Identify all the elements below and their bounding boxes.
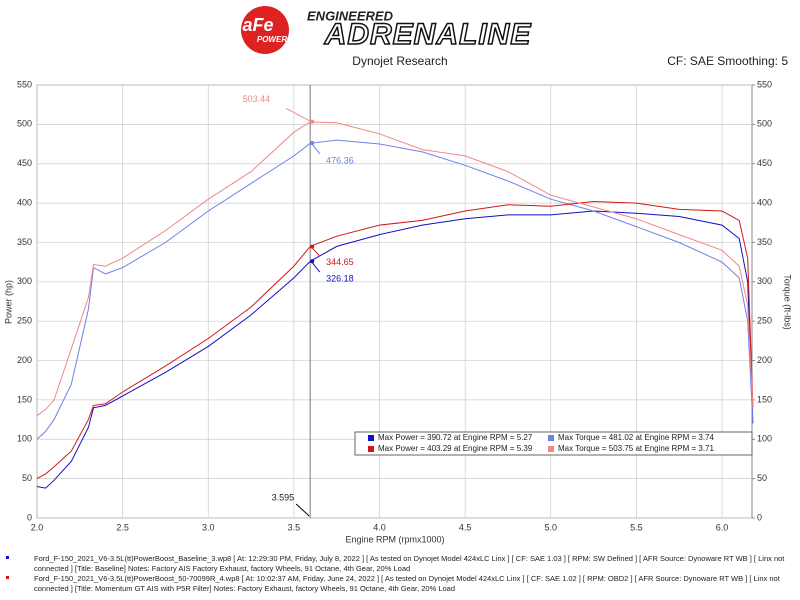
annotation-label: 476.36 (326, 155, 354, 165)
y2-tick-label: 200 (757, 355, 772, 365)
y2-tick-label: 550 (757, 79, 772, 89)
brand-main: ADRENALINE (324, 18, 532, 51)
x-tick-label: 4.5 (459, 522, 472, 532)
x-tick-label: 3.5 (288, 522, 301, 532)
y-tick-label: 450 (17, 158, 32, 168)
y-tick-label: 250 (17, 316, 32, 326)
y2-tick-label: 350 (757, 237, 772, 247)
y2-tick-label: 500 (757, 119, 772, 129)
run-note: Ford_F-150_2021_V6-3.5L(tt)PowerBoost_Ba… (4, 554, 794, 574)
y-tick-label: 400 (17, 197, 32, 207)
y-tick-label: 500 (17, 119, 32, 129)
chart: aFe POWER ENGINEERED ADRENALINE Dynojet … (3, 6, 793, 544)
y-tick-label: 550 (17, 79, 32, 89)
run-text: Ford_F-150_2021_V6-3.5L(tt)PowerBoost_Ba… (34, 554, 785, 573)
legend-swatch (548, 435, 554, 441)
y2-axis-label: Torque (ft-lbs) (783, 274, 793, 330)
legend-label: Max Torque = 503.75 at Engine RPM = 3.71 (558, 444, 715, 453)
run-notes: Ford_F-150_2021_V6-3.5L(tt)PowerBoost_Ba… (4, 554, 794, 594)
logo-text: aFe (242, 15, 273, 35)
y-tick-label: 50 (22, 473, 32, 483)
y2-tick-label: 150 (757, 394, 772, 404)
annotation-label: 344.65 (326, 257, 354, 267)
annotation-label: 326.18 (326, 274, 354, 284)
series-line (36, 121, 754, 417)
y-tick-label: 100 (17, 434, 32, 444)
y-axis-label: Power (hp) (3, 280, 13, 324)
y2-tick-label: 50 (757, 473, 767, 483)
logo: aFe POWER ENGINEERED ADRENALINE (241, 6, 531, 54)
run-note: Ford_F-150_2021_V6-3.5L(tt)PowerBoost_50… (4, 574, 794, 594)
x-axis-label: Engine RPM (rpmx1000) (345, 534, 444, 544)
annotation-arrow (285, 108, 312, 123)
x-tick-label: 2.0 (31, 522, 44, 532)
series-line (36, 200, 754, 480)
series-line (36, 139, 754, 440)
y2-tick-label: 0 (757, 512, 762, 522)
run-text: Ford_F-150_2021_V6-3.5L(tt)PowerBoost_50… (34, 574, 780, 593)
y-tick-label: 300 (17, 276, 32, 286)
y2-tick-label: 300 (757, 276, 772, 286)
legend-swatch (548, 446, 554, 452)
y-tick-label: 0 (27, 512, 32, 522)
logo-sub: POWER (257, 35, 287, 44)
legend-label: Max Power = 403.29 at Engine RPM = 5.39 (378, 444, 533, 453)
legend: Max Power = 390.72 at Engine RPM = 5.27 M… (354, 431, 753, 456)
chart-subtitle: CF: SAE Smoothing: 5 (667, 54, 788, 68)
annotation-head (310, 259, 315, 264)
run-marker (6, 556, 9, 559)
series-line (36, 210, 754, 489)
legend-label: Max Torque = 481.02 at Engine RPM = 3.74 (558, 433, 715, 442)
annotation-head (310, 244, 315, 249)
legend-swatch (368, 435, 374, 441)
legend-label: Max Power = 390.72 at Engine RPM = 5.27 (378, 433, 533, 442)
y2-tick-label: 450 (757, 158, 772, 168)
y2-tick-label: 100 (757, 434, 772, 444)
annotation-head (310, 140, 315, 145)
brand-top: ENGINEERED (307, 8, 394, 23)
legend-swatch (368, 446, 374, 452)
run-marker (6, 576, 9, 579)
x-tick-label: 2.5 (116, 522, 129, 532)
cursor-label: 3.595 (272, 492, 295, 502)
y-tick-label: 150 (17, 394, 32, 404)
chart-title: Dynojet Research (352, 54, 447, 68)
y2-tick-label: 250 (757, 316, 772, 326)
x-tick-label: 5.0 (545, 522, 558, 532)
x-tick-label: 4.0 (373, 522, 386, 532)
annotation-head (310, 119, 315, 124)
y2-tick-label: 400 (757, 197, 772, 207)
x-tick-label: 6.0 (716, 522, 729, 532)
legend-box (354, 431, 753, 456)
logo-badge (241, 6, 289, 54)
annotation-label: 503.44 (243, 94, 271, 104)
x-tick-label: 5.5 (630, 522, 643, 532)
x-tick-label: 3.0 (202, 522, 215, 532)
y-tick-label: 350 (17, 237, 32, 247)
y-tick-label: 200 (17, 355, 32, 365)
cursor-arrow (295, 503, 310, 517)
